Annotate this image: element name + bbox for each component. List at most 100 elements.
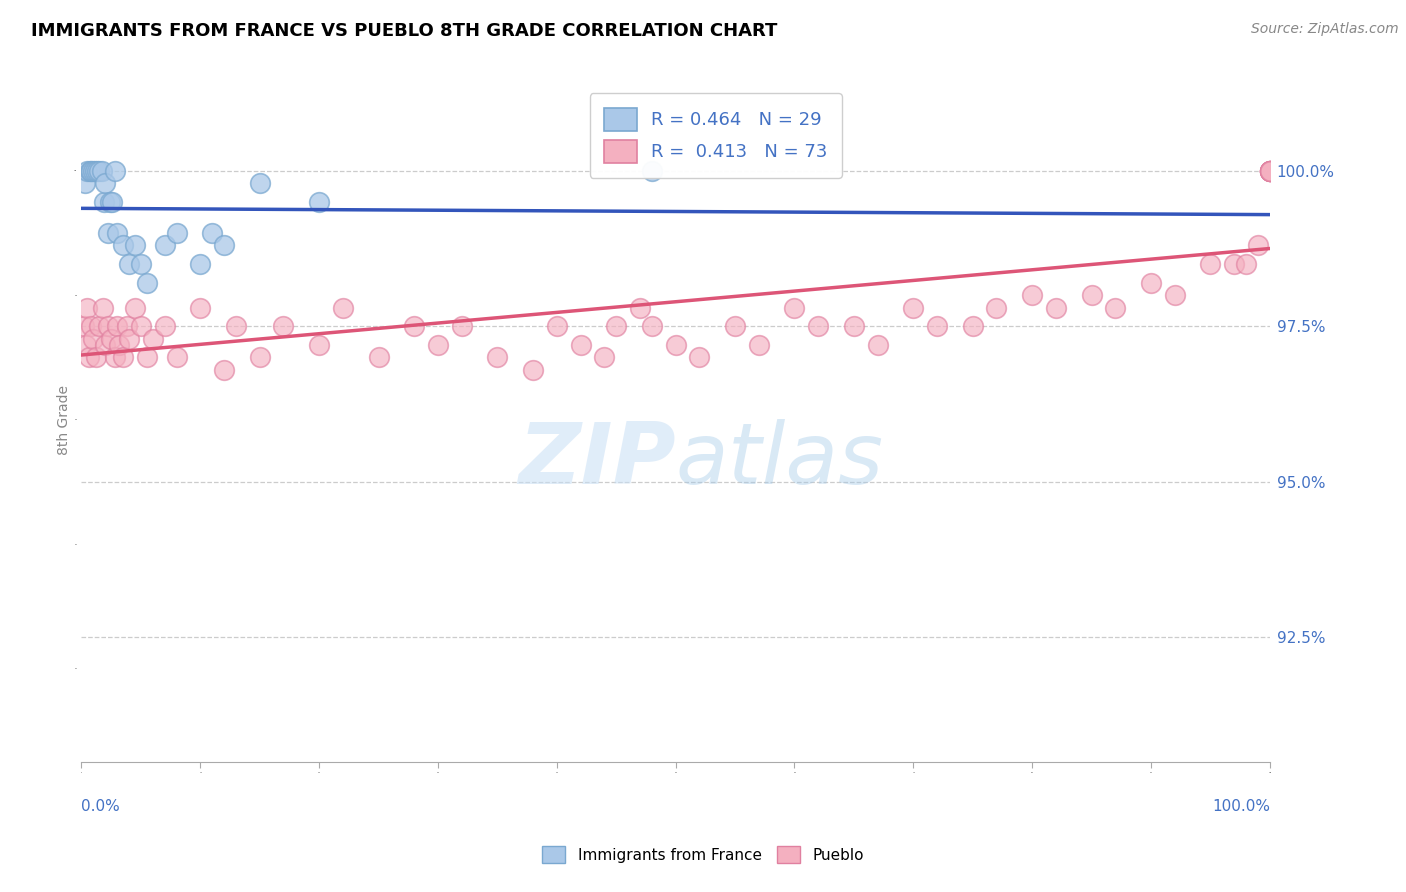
- Point: [73, 176, 96, 190]
- Point: [94, 338, 117, 352]
- Point: [124, 238, 146, 252]
- Point: [1080, 288, 1102, 302]
- Point: [118, 332, 141, 346]
- Point: [1140, 276, 1163, 290]
- Point: [665, 338, 688, 352]
- Text: 0.0%: 0.0%: [82, 799, 120, 814]
- Point: [212, 238, 235, 252]
- Point: [962, 319, 984, 334]
- Point: [426, 338, 449, 352]
- Point: [593, 351, 616, 365]
- Point: [641, 163, 664, 178]
- Point: [688, 351, 710, 365]
- Point: [100, 332, 122, 346]
- Text: Source: ZipAtlas.com: Source: ZipAtlas.com: [1251, 22, 1399, 37]
- Point: [807, 319, 830, 334]
- Point: [129, 319, 152, 334]
- Point: [77, 351, 100, 365]
- Point: [166, 351, 188, 365]
- Point: [308, 194, 330, 209]
- Y-axis label: 8th Grade: 8th Grade: [58, 384, 72, 455]
- Point: [201, 226, 224, 240]
- Point: [86, 163, 108, 178]
- Point: [748, 338, 770, 352]
- Text: 100.0%: 100.0%: [1212, 799, 1270, 814]
- Point: [605, 319, 627, 334]
- Point: [925, 319, 948, 334]
- Point: [93, 194, 115, 209]
- Point: [486, 351, 509, 365]
- Point: [97, 319, 120, 334]
- Point: [75, 338, 97, 352]
- Point: [104, 163, 127, 178]
- Point: [73, 319, 96, 334]
- Point: [641, 319, 664, 334]
- Point: [522, 363, 544, 377]
- Point: [225, 319, 247, 334]
- Point: [1258, 163, 1281, 178]
- Point: [153, 319, 176, 334]
- Point: [188, 257, 211, 271]
- Point: [188, 301, 211, 315]
- Point: [98, 194, 121, 209]
- Point: [903, 301, 925, 315]
- Point: [1104, 301, 1126, 315]
- Point: [79, 163, 101, 178]
- Point: [404, 319, 426, 334]
- Point: [249, 351, 271, 365]
- Point: [91, 301, 114, 315]
- Point: [308, 338, 330, 352]
- Point: [1258, 163, 1281, 178]
- Point: [546, 319, 568, 334]
- Point: [1164, 288, 1187, 302]
- Point: [82, 163, 104, 178]
- Point: [89, 319, 111, 334]
- Point: [105, 226, 128, 240]
- Point: [1045, 301, 1067, 315]
- Point: [1021, 288, 1043, 302]
- Point: [212, 363, 235, 377]
- Point: [249, 176, 271, 190]
- Point: [84, 351, 107, 365]
- Point: [1258, 163, 1281, 178]
- Point: [80, 319, 103, 334]
- Point: [108, 338, 131, 352]
- Point: [135, 351, 157, 365]
- Text: IMMIGRANTS FROM FRANCE VS PUEBLO 8TH GRADE CORRELATION CHART: IMMIGRANTS FROM FRANCE VS PUEBLO 8TH GRA…: [31, 22, 778, 40]
- Point: [332, 301, 354, 315]
- Point: [112, 351, 135, 365]
- Point: [986, 301, 1008, 315]
- Point: [82, 332, 104, 346]
- Point: [273, 319, 295, 334]
- Point: [115, 319, 138, 334]
- Point: [1234, 257, 1257, 271]
- Point: [142, 332, 165, 346]
- Point: [450, 319, 472, 334]
- Point: [842, 319, 865, 334]
- Point: [166, 226, 188, 240]
- Point: [105, 319, 128, 334]
- Point: [783, 301, 806, 315]
- Point: [90, 163, 112, 178]
- Point: [866, 338, 889, 352]
- Point: [112, 238, 135, 252]
- Point: [153, 238, 176, 252]
- Point: [104, 351, 127, 365]
- Point: [118, 257, 141, 271]
- Point: [124, 301, 146, 315]
- Point: [1247, 238, 1270, 252]
- Point: [97, 226, 120, 240]
- Point: [724, 319, 747, 334]
- Text: atlas: atlas: [676, 419, 883, 502]
- Point: [628, 301, 651, 315]
- Point: [83, 163, 105, 178]
- Point: [1223, 257, 1246, 271]
- Point: [135, 276, 157, 290]
- Point: [1258, 163, 1281, 178]
- Point: [1258, 163, 1281, 178]
- Point: [129, 257, 152, 271]
- Point: [80, 163, 103, 178]
- Point: [101, 194, 124, 209]
- Legend: R = 0.464   N = 29, R =  0.413   N = 73: R = 0.464 N = 29, R = 0.413 N = 73: [589, 94, 842, 178]
- Point: [1258, 163, 1281, 178]
